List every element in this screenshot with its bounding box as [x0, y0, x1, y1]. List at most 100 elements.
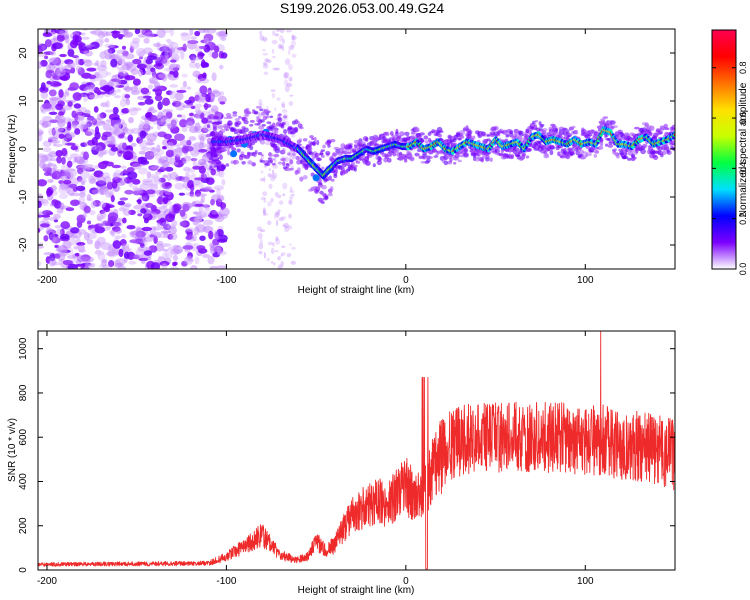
spectrogram-cell [41, 164, 51, 171]
spectrogram-cell [130, 68, 139, 75]
spectrogram-cell [567, 134, 571, 138]
spectrogram-cell [273, 262, 276, 266]
spectrogram-cell [183, 256, 194, 265]
spectrogram-cell [213, 171, 223, 177]
spectrogram-cell [110, 146, 119, 152]
spectrogram-cell [82, 124, 89, 133]
spectrogram-cell [108, 53, 117, 61]
spectrogram-cell [270, 197, 274, 203]
spectrogram-cell [121, 217, 127, 224]
spectrogram-cell [593, 154, 598, 158]
spectrogram-cell [69, 153, 80, 159]
spectrogram-cell [158, 47, 167, 52]
spectrogram-cell [230, 150, 238, 158]
spectrogram-cell [433, 155, 439, 158]
spectrogram-cell [56, 73, 63, 77]
spectrogram-cell [467, 130, 472, 136]
spectrogram-cell [120, 205, 131, 210]
spectrogram-cell [420, 160, 427, 164]
spectrogram-cell [97, 31, 106, 39]
spectrogram-cell [277, 161, 283, 165]
spectrogram-cell [278, 113, 282, 117]
spectrogram-cell [107, 259, 115, 268]
spectrogram-cell [192, 211, 198, 215]
spectrogram-cell [47, 161, 53, 168]
spectrogram-cell [102, 220, 111, 227]
spectrogram-cell [212, 123, 218, 127]
spectrogram-cell [257, 111, 261, 118]
spectrogram-cell [259, 30, 262, 36]
spectrogram-cell [280, 260, 284, 267]
spectrogram-cell [124, 85, 132, 93]
spectrogram-cell [272, 67, 279, 71]
spectrogram-cell [71, 120, 80, 126]
y-tick-label: -10 [18, 189, 29, 204]
spectrogram-cell [192, 158, 197, 167]
spectrogram-cell [172, 244, 181, 248]
spectrogram-cell [72, 92, 82, 101]
spectrogram-cell [484, 155, 490, 159]
spectrogram-cell [180, 176, 190, 183]
spectrogram-cell [194, 256, 200, 265]
spectrogram-cell [599, 141, 604, 147]
spectrogram-cell [75, 65, 82, 72]
spectrogram-cell [489, 157, 493, 162]
spectrogram-cell [188, 168, 196, 173]
spectrogram-cell [288, 199, 293, 205]
spectrogram-cell [235, 144, 240, 148]
spectrogram-cell [422, 157, 427, 160]
spectrogram-cell [386, 157, 392, 163]
spectrogram-cell [652, 155, 659, 161]
spectrogram-cell [281, 122, 286, 125]
spectrogram-cell [257, 151, 263, 156]
spectrogram-cell [187, 252, 193, 260]
spectrogram-cell [264, 58, 270, 62]
spectrogram-cell [319, 152, 324, 156]
spectrogram-cell [88, 263, 95, 268]
spectrogram-cell [394, 147, 400, 153]
spectrogram-cell [157, 195, 164, 205]
spectrogram-cell [51, 199, 59, 207]
spectrogram-cell [220, 164, 227, 170]
spectrogram-cell [199, 214, 209, 218]
spectrogram-cell [102, 160, 110, 164]
spectrogram-cell [193, 113, 200, 118]
spectrogram-cell [210, 168, 216, 176]
spectrogram-cell [633, 126, 640, 130]
spectrogram-cell [263, 176, 266, 183]
spectrogram-cell [260, 170, 264, 174]
spectrogram-cell [416, 134, 423, 138]
spectrogram-cell [172, 70, 179, 78]
spectrogram-cell [235, 120, 242, 126]
spectrogram-cell [38, 194, 44, 203]
spectrogram-cell [66, 160, 73, 168]
spectrogram-cell [187, 40, 197, 50]
spectrogram-cell [122, 169, 128, 174]
spectrogram-cell [162, 108, 174, 113]
spectrogram-cell [142, 178, 153, 183]
spectrogram-cell [184, 248, 191, 253]
spectrogram-cell [56, 207, 64, 214]
spectrogram-cell [174, 91, 184, 101]
spectrogram-cell [219, 91, 225, 97]
spectrogram-cell [509, 130, 514, 135]
spectrogram-cell [118, 133, 125, 139]
spectrogram-cell [123, 86, 134, 91]
spectrogram-cell [47, 163, 57, 167]
spectrogram-cell [213, 245, 224, 255]
spectrogram-cell [616, 154, 620, 159]
spectrogram-cell [287, 49, 291, 55]
spectrogram-cell [66, 168, 77, 178]
spectrogram-cell [128, 209, 136, 216]
spectrogram-cell [214, 247, 223, 253]
spectrogram-cell [99, 187, 105, 196]
spectrogram-cell [144, 70, 153, 76]
spectrogram-cell [99, 185, 108, 190]
spectrogram-cell [40, 82, 46, 91]
spectrogram-cell [176, 89, 187, 93]
spectrogram-cell [145, 65, 152, 69]
spectrogram-cell [119, 99, 127, 108]
spectrogram-cell [139, 183, 150, 191]
spectrogram-cell [306, 163, 310, 168]
spectrogram-cell [213, 230, 219, 239]
